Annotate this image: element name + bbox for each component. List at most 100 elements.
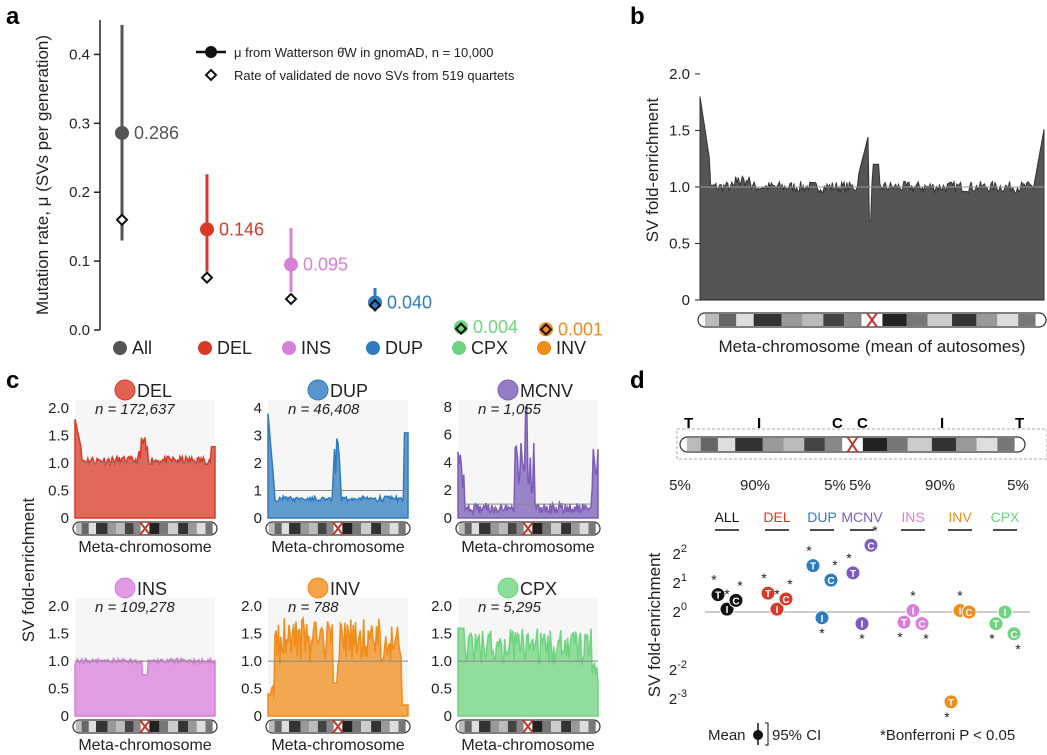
region-T-right: T — [1015, 415, 1024, 432]
y-tick-label: 1.0 — [669, 179, 690, 196]
chromosome-band — [700, 438, 718, 451]
chromosome-band — [268, 721, 275, 732]
y-tick-label: 1.0 — [48, 455, 69, 472]
chromosome-band — [862, 438, 887, 451]
chromosome-band — [824, 438, 843, 451]
percent-label: 5% — [849, 477, 871, 494]
percent-label: 5% — [669, 477, 691, 494]
denovo-diamond — [115, 213, 129, 227]
y-tick-label: 1.0 — [241, 653, 262, 670]
panel-a: 0.0 0.1 0.2 0.3 0.4 Mutation rate, μ (SVs per… — [33, 20, 603, 358]
mu-point — [200, 222, 214, 237]
y-tick-label: 0.5 — [48, 483, 69, 500]
chromosome-band — [107, 721, 117, 732]
chromosome-band — [532, 523, 543, 534]
enrichment-area-del — [74, 419, 216, 519]
chromosome-band — [196, 721, 206, 732]
y-tick-label: 1.5 — [241, 626, 262, 643]
region-point-letter: T — [993, 620, 999, 631]
chromosome-band — [516, 721, 524, 732]
significance-star: * — [774, 586, 780, 602]
centromere — [866, 312, 878, 328]
chromosome-band — [997, 438, 1015, 451]
group-label: ALL — [715, 509, 740, 525]
chromosome-band — [188, 721, 197, 732]
region-I-left: I — [757, 415, 761, 432]
mu-point — [284, 257, 298, 272]
chromosome-band — [205, 523, 213, 534]
region-point-I — [854, 616, 870, 632]
region-point-letter: T — [715, 591, 721, 602]
chromosome-band — [274, 721, 282, 732]
chromosome-band — [736, 314, 754, 326]
chromosome-band — [300, 721, 310, 732]
chromosome-band — [159, 523, 169, 534]
region-point-letter: I — [726, 605, 729, 616]
region-point-C — [863, 537, 879, 553]
category-label: All — [132, 338, 152, 358]
region-point-T — [710, 587, 726, 603]
region-point-C — [961, 604, 977, 620]
region-point-I — [905, 603, 921, 619]
region-point-letter: T — [901, 618, 907, 629]
chromosome-band — [781, 314, 803, 326]
chromosome-band — [149, 523, 160, 534]
region-point-letter: I — [959, 607, 962, 618]
chromosome-band — [507, 523, 517, 534]
panel-label-b: b — [630, 3, 645, 30]
y-tick-label: 0 — [682, 292, 690, 309]
region-point-T — [896, 614, 912, 630]
y-tick-label: 0 — [444, 708, 452, 725]
category-dot — [537, 341, 551, 355]
region-point-C — [1006, 626, 1022, 642]
legend-diamond — [204, 68, 218, 82]
panel-dot — [497, 577, 519, 599]
mu-value-label: 0.040 — [387, 292, 432, 312]
denovo-diamond — [200, 271, 214, 285]
footer-bonferroni: *Bonferroni P < 0.05 — [880, 727, 1015, 744]
chromosome-band — [289, 523, 301, 534]
centromere — [522, 719, 534, 734]
panel-n: n = 109,278 — [95, 599, 175, 616]
chromosome-band — [561, 721, 572, 732]
chromosome-band — [96, 721, 108, 732]
group-label: DEL — [763, 509, 790, 525]
panel-dot — [307, 577, 329, 599]
y-tick-label: 0 — [254, 708, 262, 725]
panel-label-c: c — [6, 367, 19, 394]
y-tick-label: 0.0 — [69, 322, 90, 339]
chromosome-band — [371, 721, 382, 732]
mu-value-label: 0.146 — [219, 219, 264, 239]
footer-mean: Mean — [708, 727, 746, 744]
region-point-C — [778, 591, 794, 607]
footer-ci: 95% CI — [772, 727, 821, 744]
legend-point — [205, 46, 217, 58]
region-point-letter: C — [918, 620, 925, 631]
chromosome-band — [686, 438, 701, 451]
group-label: MCNV — [841, 509, 883, 525]
y-tick-label: 20 — [673, 601, 687, 621]
y-tick-label: 8 — [444, 399, 452, 416]
chromosome-band — [116, 523, 125, 534]
significance-star: * — [910, 588, 916, 604]
denovo-diamond — [284, 292, 298, 306]
region-point-letter: I — [1004, 608, 1007, 619]
chromosome-band — [499, 721, 508, 732]
chromosome-band — [907, 438, 932, 451]
y-tick-label: 2 — [444, 482, 452, 499]
panel-n: n = 172,637 — [95, 401, 175, 418]
chromosome-band — [479, 523, 491, 534]
y-tick-label: 0 — [444, 510, 452, 527]
region-point-letter: T — [765, 589, 771, 600]
region-point-I — [769, 601, 785, 617]
chromosome-band — [952, 314, 977, 326]
x-axis-label: Meta-chromosome — [78, 539, 211, 556]
chromosome-band — [490, 523, 500, 534]
chromosome-band — [107, 523, 117, 534]
panel-label-a: a — [6, 3, 20, 30]
significance-star: * — [761, 570, 767, 586]
chromosome-band — [542, 523, 552, 534]
chromosome-band — [289, 721, 301, 732]
chromosome-band — [317, 523, 327, 534]
y-tick-label: 1.5 — [431, 626, 452, 643]
